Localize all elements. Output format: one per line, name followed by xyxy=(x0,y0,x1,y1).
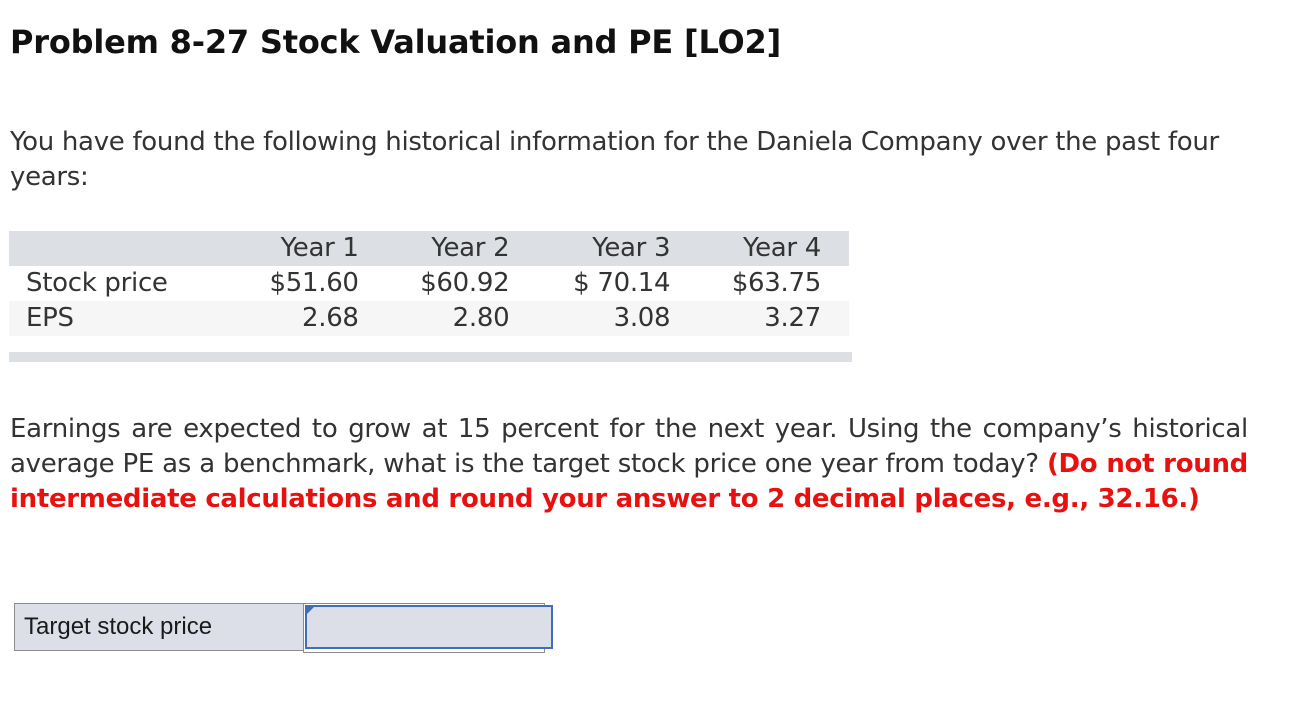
eps-year-2: 2.80 xyxy=(452,303,510,333)
eps-year-3: 3.08 xyxy=(613,303,671,333)
stock-price-year-1: $51.60 xyxy=(269,268,359,298)
table-header-blank xyxy=(9,231,236,266)
question-paragraph: Earnings are expected to grow at 15 perc… xyxy=(10,412,1248,517)
answer-row: Target stock price xyxy=(14,603,553,653)
table-bottom-divider xyxy=(9,352,852,362)
stock-price-year-2: $60.92 xyxy=(420,268,510,298)
table-header-year-3: Year 3 xyxy=(592,233,671,263)
table-header-year-4: Year 4 xyxy=(742,233,821,263)
table-header-row: Year 1 Year 2 Year 3 Year 4 xyxy=(9,231,849,266)
target-stock-price-label: Target stock price xyxy=(14,603,303,651)
table-row-eps: EPS 2.68 2.80 3.08 3.27 xyxy=(9,301,849,336)
problem-title: Problem 8-27 Stock Valuation and PE [LO2… xyxy=(10,23,781,61)
table-header-year-1: Year 1 xyxy=(280,233,359,263)
row-label-stock-price: Stock price xyxy=(26,268,168,298)
stock-price-year-3: $ 70.14 xyxy=(573,268,671,298)
target-stock-price-input[interactable] xyxy=(305,605,553,649)
question-text: Earnings are expected to grow at 15 perc… xyxy=(10,414,1248,479)
table-header-year-2: Year 2 xyxy=(431,233,510,263)
table-row-stock-price: Stock price $51.60 $60.92 $ 70.14 $63.75 xyxy=(9,266,849,301)
historical-data-table: Year 1 Year 2 Year 3 Year 4 Stock price … xyxy=(9,231,849,336)
stock-price-year-4: $63.75 xyxy=(731,268,821,298)
answer-input-wrapper xyxy=(303,603,553,653)
eps-year-1: 2.68 xyxy=(301,303,359,333)
eps-year-4: 3.27 xyxy=(764,303,821,333)
rounding-instruction: (Do not round intermediate calculations … xyxy=(10,449,1248,514)
row-label-eps: EPS xyxy=(26,303,74,333)
input-corner-marker-icon xyxy=(306,606,315,615)
problem-intro: You have found the following historical … xyxy=(10,127,1219,192)
